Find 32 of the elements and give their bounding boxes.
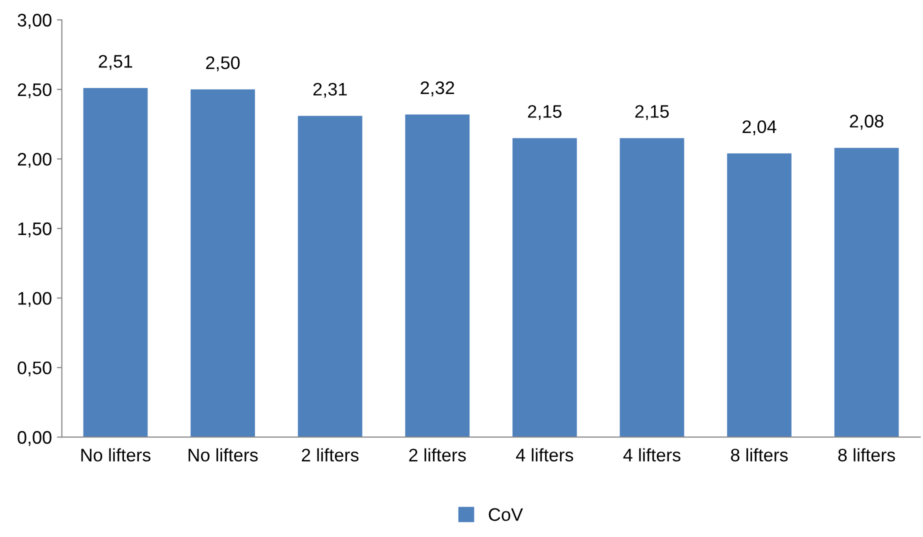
data-label: 2,50 (206, 56, 240, 72)
bar (405, 114, 470, 438)
y-tick-label: 1,00 (18, 292, 52, 307)
x-tick-label: 2 lifters (409, 448, 466, 462)
data-label: 2,15 (528, 105, 562, 120)
data-label: 2,31 (313, 82, 347, 98)
y-tick-label: 3,00 (18, 14, 52, 29)
bar (834, 148, 899, 438)
bar (512, 138, 577, 438)
y-tick-label: 0,00 (18, 431, 52, 446)
x-tick-label: No lifters (81, 448, 150, 462)
y-tick-label: 2,50 (18, 83, 52, 98)
data-label: 2,15 (635, 105, 669, 120)
bar (727, 153, 792, 438)
data-label: 2,04 (742, 120, 776, 136)
bar (83, 88, 148, 438)
x-tick-label: 4 lifters (623, 448, 680, 462)
bar (620, 138, 684, 438)
x-tick-label: 4 lifters (516, 448, 574, 462)
y-tick-label: 0,50 (18, 362, 52, 376)
data-label: 2,08 (850, 114, 884, 130)
bar (190, 89, 255, 438)
data-label: 2,32 (420, 81, 454, 96)
x-tick-label: No lifters (188, 448, 258, 462)
x-tick-label: 8 lifters (730, 448, 788, 462)
legend-label: CoV (488, 508, 523, 521)
y-tick-label: 2,00 (18, 152, 52, 168)
y-tick-label: 1,50 (18, 222, 52, 238)
x-tick-label: 2 lifters (302, 448, 359, 462)
data-label: 2,51 (98, 55, 132, 70)
bar (298, 116, 362, 438)
x-tick-label: 8 lifters (838, 448, 896, 462)
